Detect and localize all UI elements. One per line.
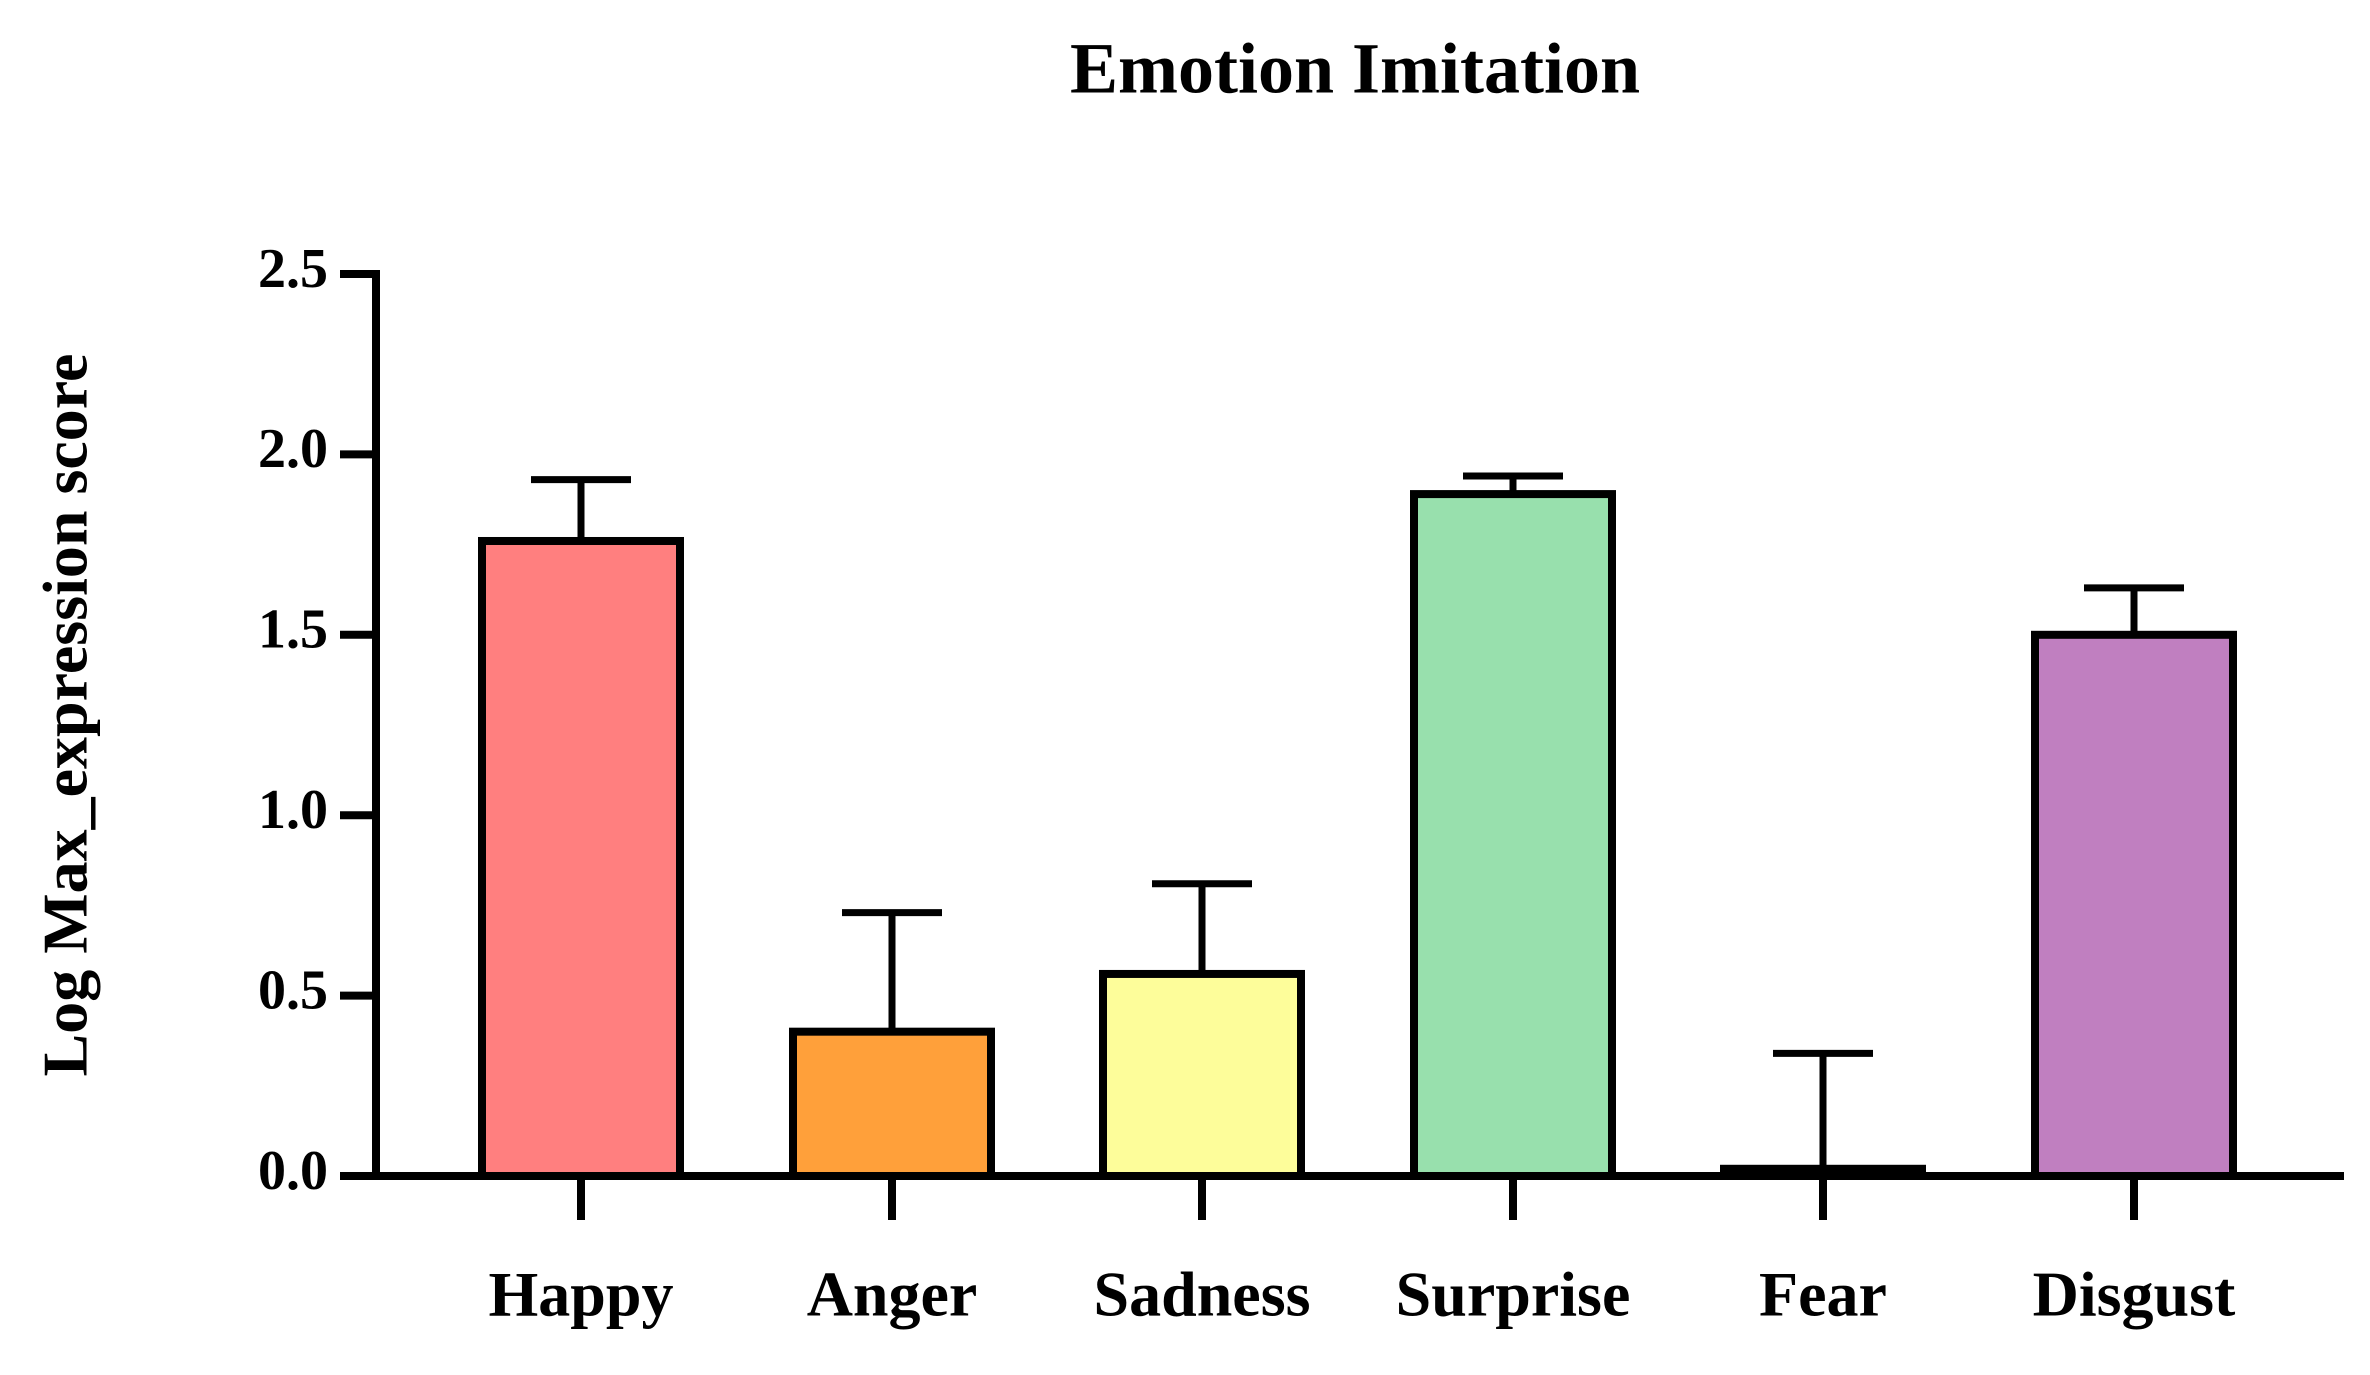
bar — [1410, 490, 1616, 1180]
chart-title: Emotion Imitation — [1070, 29, 1640, 109]
bar — [478, 536, 684, 1180]
y-tick-label: 2.0 — [258, 418, 328, 480]
bar — [1720, 1164, 1926, 1181]
y-tick-label: 2.5 — [258, 238, 328, 300]
x-tick-label: Surprise — [1396, 1259, 1631, 1330]
y-axis-label: Log Max_expression score — [30, 354, 101, 1077]
y-tick-label: 0.0 — [258, 1140, 328, 1202]
x-tick-label: Disgust — [2033, 1259, 2236, 1330]
bar — [2031, 630, 2237, 1180]
y-tick-label: 1.5 — [258, 599, 328, 661]
x-tick-label: Fear — [1759, 1259, 1887, 1330]
x-tick-label: Anger — [807, 1259, 978, 1330]
x-tick-label: Happy — [489, 1259, 674, 1330]
bar — [1099, 969, 1305, 1181]
y-tick-label: 0.5 — [258, 959, 328, 1021]
x-tick-label: Sadness — [1094, 1259, 1311, 1330]
y-tick-label: 1.0 — [258, 779, 328, 841]
bar — [789, 1027, 995, 1181]
